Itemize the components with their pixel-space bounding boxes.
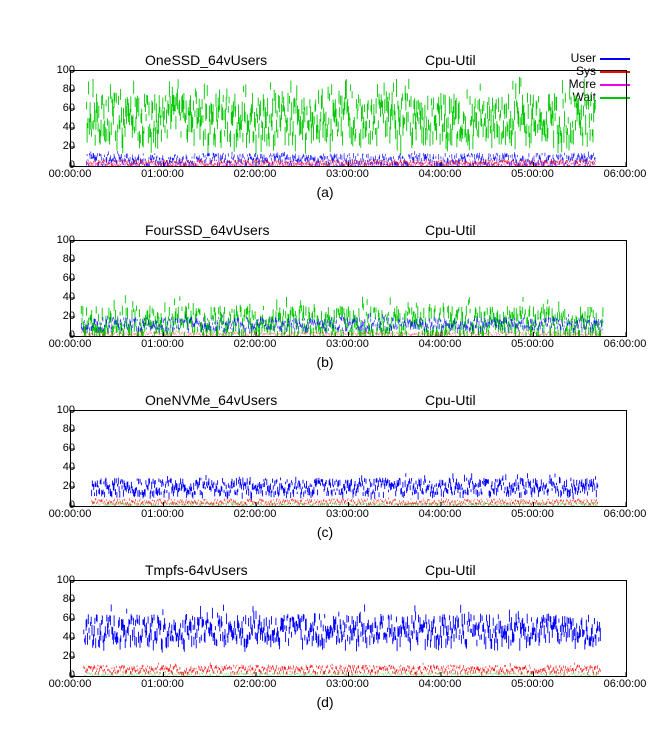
panel-title-right: Cpu-Util <box>425 562 476 578</box>
panel-title-left: OneNVMe_64vUsers <box>145 392 277 408</box>
x-tick-label: 06:00:00 <box>604 508 647 520</box>
panel-title-right: Cpu-Util <box>425 392 476 408</box>
panel-title-left: FourSSD_64vUsers <box>145 222 270 238</box>
x-tick-label: 02:00:00 <box>234 508 277 520</box>
x-tick-label: 03:00:00 <box>326 168 369 180</box>
chart-panel-d: Tmpfs-64vUsersCpu-Util02040608010000:00:… <box>15 560 635 710</box>
panel-sublabel: (d) <box>316 694 333 710</box>
x-tick-label: 04:00:00 <box>419 168 462 180</box>
chart-panel-a: OneSSD_64vUsersCpu-Util02040608010000:00… <box>15 50 635 200</box>
plot-area <box>70 410 627 507</box>
x-tick-label: 00:00:00 <box>49 338 92 350</box>
x-tick-label: 03:00:00 <box>326 508 369 520</box>
x-tick-label: 00:00:00 <box>49 508 92 520</box>
series-line <box>84 604 601 652</box>
x-tick-label: 00:00:00 <box>49 678 92 690</box>
panel-sublabel: (a) <box>316 184 333 200</box>
x-tick-label: 04:00:00 <box>419 678 462 690</box>
x-tick-label: 05:00:00 <box>511 678 554 690</box>
series-line <box>84 663 601 676</box>
figure-container: { "legend":{ "items":[ {"label":"User","… <box>0 50 650 710</box>
x-tick-label: 06:00:00 <box>604 338 647 350</box>
series-line <box>86 77 595 155</box>
x-tick-label: 03:00:00 <box>326 338 369 350</box>
x-tick-label: 05:00:00 <box>511 338 554 350</box>
series-line <box>92 473 598 500</box>
x-tick-label: 05:00:00 <box>511 168 554 180</box>
chart-panel-c: OneNVMe_64vUsersCpu-Util02040608010000:0… <box>15 390 635 540</box>
x-tick-label: 04:00:00 <box>419 338 462 350</box>
x-tick-label: 04:00:00 <box>419 508 462 520</box>
x-tick-label: 06:00:00 <box>604 678 647 690</box>
x-tick-label: 01:00:00 <box>141 338 184 350</box>
panel-title-right: Cpu-Util <box>425 222 476 238</box>
x-tick-label: 01:00:00 <box>141 168 184 180</box>
plot-area <box>70 70 627 167</box>
panel-sublabel: (b) <box>316 354 333 370</box>
chart-panel-b: FourSSD_64vUsersCpu-Util02040608010000:0… <box>15 220 635 370</box>
plot-area <box>70 240 627 337</box>
x-tick-label: 02:00:00 <box>234 338 277 350</box>
x-tick-label: 06:00:00 <box>604 168 647 180</box>
panel-title-left: OneSSD_64vUsers <box>145 52 267 68</box>
plot-area <box>70 580 627 677</box>
x-tick-label: 02:00:00 <box>234 168 277 180</box>
x-tick-label: 01:00:00 <box>141 678 184 690</box>
series-line <box>92 502 598 506</box>
x-tick-label: 01:00:00 <box>141 508 184 520</box>
x-tick-label: 05:00:00 <box>511 508 554 520</box>
panel-sublabel: (c) <box>317 524 333 540</box>
x-tick-label: 00:00:00 <box>49 168 92 180</box>
panel-title-right: Cpu-Util <box>425 52 476 68</box>
x-tick-label: 03:00:00 <box>326 678 369 690</box>
x-tick-label: 02:00:00 <box>234 678 277 690</box>
panel-title-left: Tmpfs-64vUsers <box>145 562 248 578</box>
